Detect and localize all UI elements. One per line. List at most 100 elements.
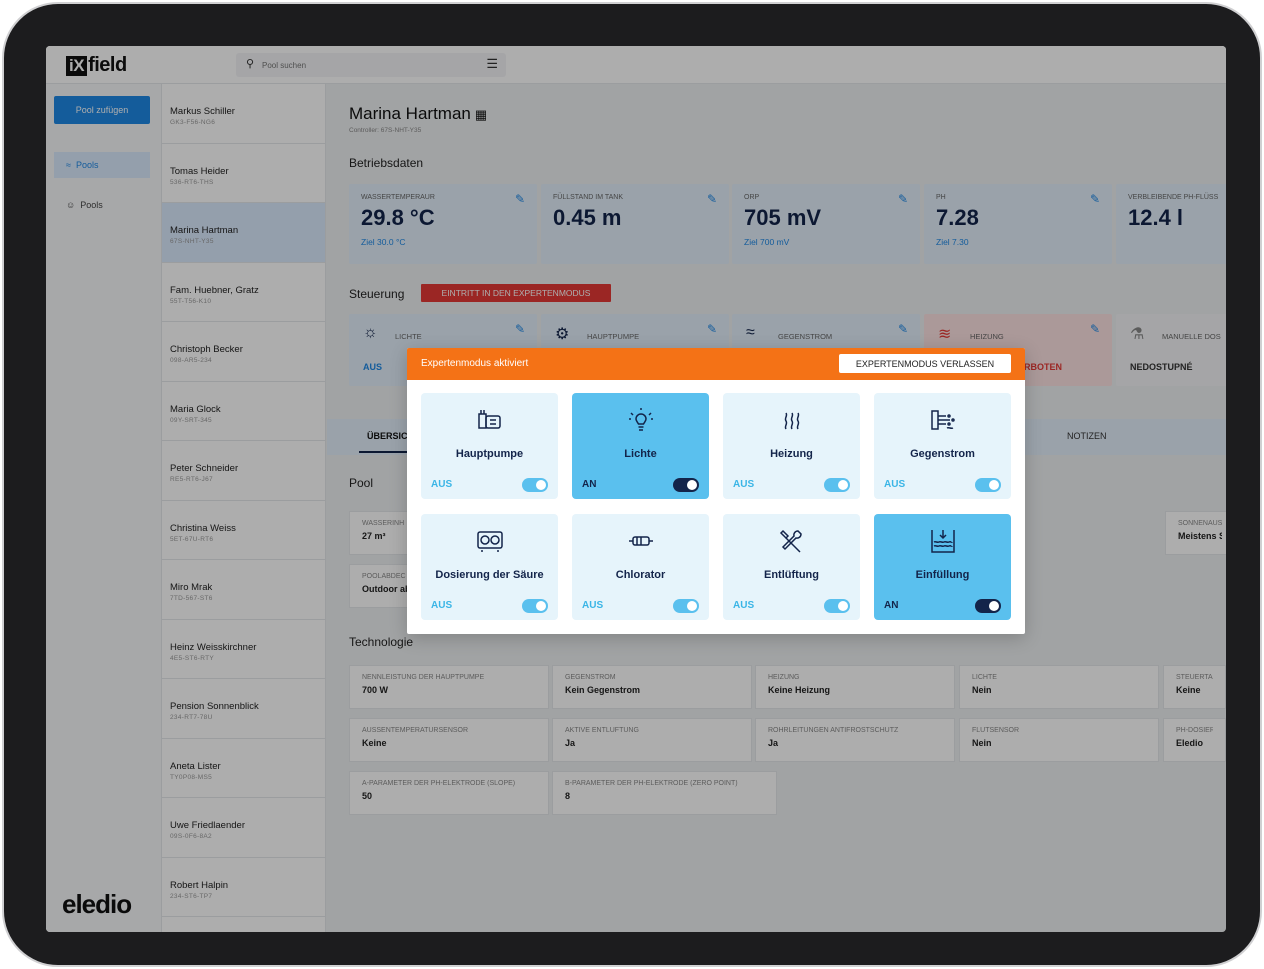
customer-code: 4E5-ST6-RTY	[170, 654, 214, 662]
control-status: RBOTEN	[1024, 362, 1062, 372]
tech-value: Keine	[1176, 685, 1201, 695]
tile-status: AN	[884, 600, 899, 611]
tab-notes[interactable]: NOTIZEN	[1067, 431, 1107, 441]
tech-value: 700 W	[362, 685, 389, 695]
toggle-switch[interactable]	[673, 599, 699, 613]
list-item[interactable]: Markus Schiller GK3-F56-NG6	[162, 84, 325, 144]
list-item[interactable]: Heinz Weisskirchner 4E5-ST6-RTY	[162, 620, 325, 679]
prop-value: 27 m³	[362, 531, 386, 541]
list-item-selected[interactable]: Marina Hartman 67S-NHT-Y35	[162, 203, 325, 263]
prop-value: Meistens S	[1178, 531, 1222, 541]
list-item[interactable]: Robert Halpin 234-ST6-TP7	[162, 858, 325, 917]
tech-cell: LICHTE Nein	[959, 665, 1159, 709]
heat-icon: ≋	[938, 326, 952, 343]
tab-overview[interactable]: ÜBERSIC	[359, 431, 415, 453]
customer-code: 09Y-SRT-345	[170, 416, 212, 424]
list-item[interactable]: Miro Mrak 7TD-567-ST6	[162, 560, 325, 620]
customer-name: Fam. Huebner, Gratz	[170, 284, 259, 296]
metric-label: PH	[936, 194, 946, 201]
tech-label: A-PARAMETER DER PH-ELEKTRODE (SLOPE)	[362, 780, 516, 787]
list-item[interactable]: Uwe Friedlaender 09S-0F6-8A2	[162, 798, 325, 858]
tech-label: LICHTE	[972, 674, 997, 681]
customer-name: Uwe Friedlaender	[170, 820, 245, 831]
tech-label: AUSSENTEMPERATURSENSOR	[362, 727, 469, 734]
list-item[interactable]: Fam. Huebner, Gratz 55T-T56-K10	[162, 263, 325, 322]
customer-code: 098-AR5-234	[170, 357, 212, 364]
metric-card-orp: ORP 705 mV Ziel 700 mV ✎	[732, 184, 920, 264]
toggle-switch[interactable]	[522, 478, 548, 492]
list-item[interactable]: Maria Glock 09Y-SRT-345	[162, 382, 325, 441]
toggle-switch[interactable]	[824, 599, 850, 613]
toggle-switch[interactable]	[824, 478, 850, 492]
customer-code: 55T-T56-K10	[170, 297, 212, 305]
tile-main-pump[interactable]: Hauptpumpe AUS	[421, 393, 558, 499]
customer-name: Tomas Heider	[170, 165, 229, 177]
nav-item-pools-2[interactable]: ☺ Pools	[54, 192, 150, 218]
metric-card-tank-level: FÜLLSTAND IM TANK 0.45 m ✎	[541, 184, 729, 264]
toggle-switch[interactable]	[673, 478, 699, 492]
nav-label: Pools	[75, 160, 99, 170]
dosing-icon	[421, 528, 558, 554]
tile-chlorinator[interactable]: Chlorator AUS	[572, 514, 709, 620]
tile-heating[interactable]: Heizung AUS	[723, 393, 860, 499]
main-panel: Marina Hartman ▦ Controller: 67S-NHT-Y35 …	[327, 84, 1226, 932]
filter-icon[interactable]: ☰	[486, 56, 498, 71]
tools-icon	[723, 528, 860, 554]
tech-value: 50	[362, 791, 373, 801]
metric-target: Ziel 700 mV	[744, 237, 790, 247]
tile-venting[interactable]: Entlüftung AUS	[723, 514, 860, 620]
tech-value: Kein Gegenstrom	[565, 685, 641, 695]
customer-code: 234-ST6-TP7	[170, 892, 213, 900]
list-item[interactable]: Tomas Heider 536-RT6-THS	[162, 144, 325, 203]
tech-cell: GEGENSTROM Kein Gegenstrom	[552, 665, 752, 709]
tile-status: AUS	[582, 600, 604, 611]
enter-expert-mode-button[interactable]: EINTRITT IN DEN EXPERTENMODUS	[421, 284, 611, 302]
search-box[interactable]: ⚲ ☰	[236, 53, 506, 77]
edit-icon[interactable]: ✎	[514, 322, 525, 336]
tile-name: Entlüftung	[764, 569, 819, 581]
list-item[interactable]: Christina Weiss 5ET-67U-RT6	[162, 501, 325, 560]
edit-icon[interactable]: ✎	[897, 192, 908, 206]
tech-value: Keine Heizung	[768, 685, 831, 695]
control-card-manual-dosing[interactable]: ⚗ MANUELLE DOS NEDOSTUPNÉ	[1116, 314, 1226, 386]
tile-light[interactable]: Lichte AN	[572, 393, 709, 499]
tech-cell: B-PARAMETER DER PH-ELEKTRODE (ZERO POINT…	[552, 771, 777, 815]
tile-acid-dosing[interactable]: Dosierung der Säure AUS	[421, 514, 558, 620]
metric-value: 7.28	[936, 205, 979, 230]
edit-icon[interactable]: ✎	[1089, 192, 1100, 206]
nav-item-pools[interactable]: ≈ Pools	[54, 152, 150, 178]
edit-icon[interactable]: ✎	[514, 192, 525, 206]
metric-target: Ziel 30.0 °C	[361, 237, 406, 247]
list-item[interactable]: Christoph Becker 098-AR5-234	[162, 322, 325, 382]
tile-filling[interactable]: Einfüllung AN	[874, 514, 1011, 620]
metric-label: WASSERTEMPERAUR	[361, 194, 435, 201]
edit-icon[interactable]: ✎	[897, 322, 908, 336]
logo-suffix: field	[88, 54, 127, 76]
tile-name: Heizung	[770, 448, 813, 460]
metric-value: 0.45 m	[553, 205, 622, 230]
qr-code-icon[interactable]: ▦	[474, 107, 488, 122]
edit-icon[interactable]: ✎	[706, 322, 717, 336]
customer-name: Christina Weiss	[170, 522, 236, 534]
tile-name: Chlorator	[615, 569, 666, 581]
list-item[interactable]: Pension Sonnenblick 234-RT7-78U	[162, 679, 325, 739]
tile-name: Gegenstrom	[910, 448, 975, 460]
tech-value: Ja	[768, 738, 779, 748]
toggle-switch[interactable]	[975, 599, 1001, 613]
add-pool-button[interactable]: Pool zufügen	[54, 96, 150, 124]
edit-icon[interactable]: ✎	[706, 192, 717, 206]
controller-id: Controller: 67S-NHT-Y35	[349, 127, 422, 134]
list-item[interactable]: Aneta Lister TY0P08-MS5	[162, 739, 325, 798]
tile-status: AUS	[733, 479, 755, 490]
tile-counter-current[interactable]: Gegenstrom AUS	[874, 393, 1011, 499]
exit-expert-mode-button[interactable]: EXPERTENMODUS VERLASSEN	[839, 354, 1011, 373]
control-label: MANUELLE DOS	[1162, 332, 1221, 341]
list-item[interactable]: Peter Schneider RE5-RT6-J67	[162, 441, 325, 501]
toggle-switch[interactable]	[522, 599, 548, 613]
edit-icon[interactable]: ✎	[1089, 322, 1100, 336]
toggle-switch[interactable]	[975, 478, 1001, 492]
search-input[interactable]	[262, 57, 462, 73]
